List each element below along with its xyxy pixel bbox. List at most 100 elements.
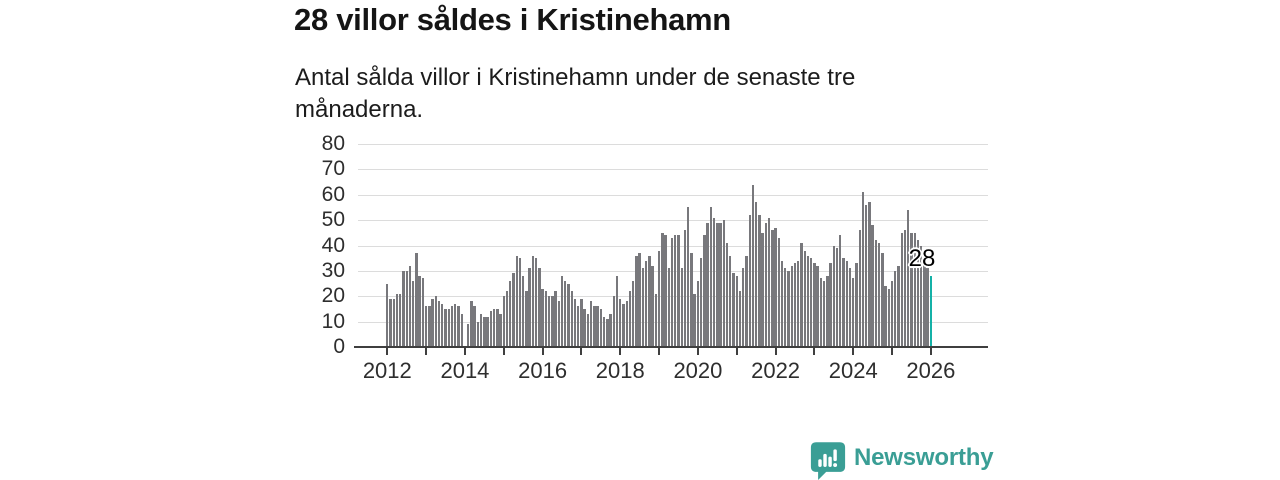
bar: [441, 303, 444, 347]
bar: [612, 296, 615, 347]
bar: [479, 314, 483, 347]
bar: [926, 268, 929, 347]
bar: [764, 222, 768, 347]
y-tick-label: 20: [321, 284, 345, 308]
bar: [476, 321, 480, 347]
bar: [534, 258, 538, 347]
bar: [428, 306, 431, 347]
bar: [748, 215, 751, 347]
bar: [564, 281, 567, 347]
x-tick-label: 2012: [362, 358, 412, 383]
bar: [858, 230, 861, 347]
bar: [411, 281, 415, 347]
x-tick: [541, 348, 544, 355]
bar: [525, 291, 528, 347]
bar: [667, 268, 670, 347]
bar: [447, 308, 450, 347]
bar: [897, 265, 900, 347]
bar: [531, 255, 535, 347]
bar: [602, 316, 606, 347]
bar: [599, 308, 603, 347]
x-tick-label: 2024: [828, 358, 878, 383]
bar: [806, 255, 810, 347]
bar: [538, 268, 541, 347]
bar: [518, 258, 522, 347]
y-tick-label: 70: [321, 157, 345, 181]
bar: [835, 248, 839, 347]
bar: [680, 268, 683, 347]
bar: [677, 235, 680, 347]
bar: [657, 250, 661, 347]
bar: [829, 263, 832, 347]
x-tick: [891, 348, 894, 355]
bar: [683, 230, 687, 347]
bar: [816, 265, 819, 347]
bar: [606, 319, 609, 347]
x-tick-label: 2026: [906, 358, 956, 383]
x-tick: [502, 348, 505, 355]
bar: [515, 255, 518, 347]
bar: [395, 293, 399, 347]
bar: [509, 281, 512, 347]
bar: [722, 220, 725, 347]
bar: [910, 232, 913, 347]
x-tick: [658, 348, 661, 355]
bar: [861, 192, 865, 347]
bar: [703, 235, 706, 347]
x-tick: [619, 348, 622, 355]
bar: [622, 303, 625, 347]
bar: [557, 301, 560, 347]
bar: [664, 235, 667, 347]
bar: [489, 311, 493, 347]
bar: [887, 288, 891, 347]
bar: [916, 240, 920, 347]
bar: [696, 281, 700, 347]
y-tick-label: 30: [321, 258, 345, 282]
bar: [560, 275, 564, 347]
bar: [706, 222, 709, 347]
bar: [877, 242, 881, 347]
bar: [754, 202, 758, 347]
bar: [774, 227, 777, 347]
bar: [793, 263, 797, 347]
gridline: [358, 169, 988, 171]
bar: [742, 268, 745, 347]
bar: [758, 215, 761, 347]
bar: [424, 306, 428, 347]
bar: [567, 283, 570, 347]
bar: [554, 291, 557, 347]
bar: [505, 291, 509, 347]
brand-name: Newsworthy: [854, 444, 994, 471]
bar: [907, 209, 910, 347]
x-tick: [813, 348, 816, 355]
bar: [732, 273, 735, 347]
bar: [784, 268, 787, 347]
bar: [522, 275, 525, 347]
bar: [408, 265, 412, 347]
bar: [551, 296, 554, 347]
bar: [890, 281, 894, 347]
last-value-label: 28: [908, 245, 936, 272]
bar: [654, 293, 658, 347]
bar: [839, 235, 842, 347]
bar: [496, 308, 499, 347]
bar: [470, 301, 473, 347]
bar: [628, 291, 632, 347]
y-tick-label: 40: [321, 233, 345, 257]
bar: [434, 296, 438, 347]
x-tick: [463, 348, 466, 355]
x-tick: [735, 348, 738, 355]
bar: [499, 314, 502, 347]
y-tick-label: 60: [321, 182, 345, 206]
x-tick-label: 2020: [673, 358, 723, 383]
bar: [483, 316, 486, 347]
x-tick: [425, 348, 428, 355]
bar: [809, 258, 813, 347]
bar: [745, 255, 748, 347]
bar: [460, 314, 463, 347]
bar: [625, 301, 628, 347]
bar: [638, 253, 641, 347]
bar: [767, 217, 771, 347]
